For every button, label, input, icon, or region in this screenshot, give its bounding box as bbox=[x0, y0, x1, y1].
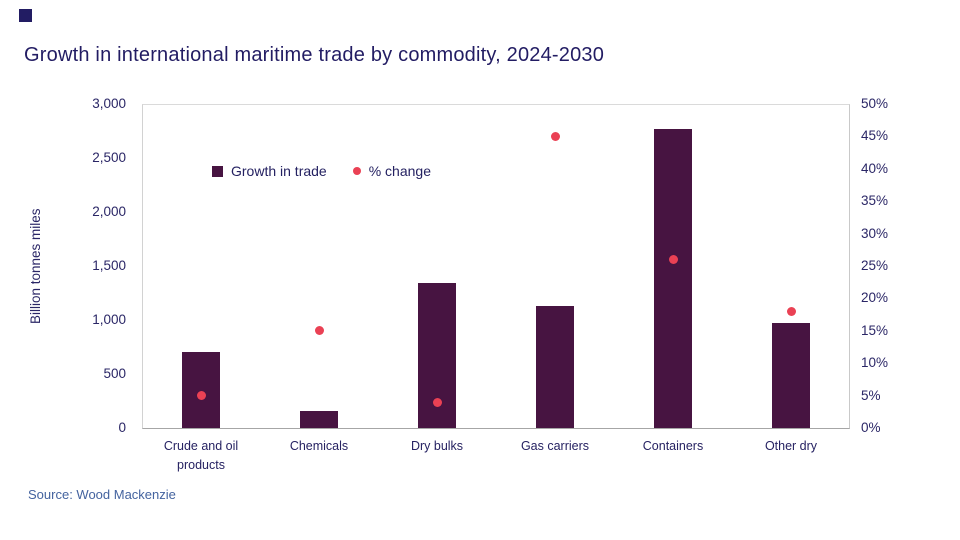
left-axis-tick-label: 500 bbox=[103, 366, 126, 381]
brand-mark-square bbox=[19, 9, 32, 22]
dot-pct-change bbox=[668, 255, 678, 265]
dot-pct-change bbox=[432, 397, 442, 407]
x-axis-category-label: Crude and oil products bbox=[163, 439, 239, 472]
bar-growth-in-trade bbox=[300, 410, 338, 428]
source-note: Source: Wood Mackenzie bbox=[28, 487, 176, 502]
dot-pct-change bbox=[314, 326, 324, 336]
x-axis-category-label: Chemicals bbox=[289, 439, 349, 453]
right-axis-tick-label: 15% bbox=[861, 322, 889, 338]
x-axis-category-label: Containers bbox=[642, 439, 704, 453]
left-axis-tick-label: 0 bbox=[118, 420, 126, 435]
plot-area bbox=[142, 104, 850, 429]
x-axis-category-label: Other dry bbox=[764, 439, 818, 453]
legend-label-growth-in-trade: Growth in trade bbox=[231, 163, 327, 179]
bar-growth-in-trade bbox=[536, 305, 574, 428]
bar-growth-in-trade bbox=[654, 128, 692, 428]
bar-growth-in-trade bbox=[182, 352, 220, 428]
left-axis-title: Billion tonnes miles bbox=[28, 208, 43, 324]
legend-label-pct-change: % change bbox=[368, 163, 431, 179]
left-axis-tick-label: 1,500 bbox=[92, 258, 126, 273]
dot-pct-change bbox=[196, 391, 206, 401]
legend-item-pct-change: % change bbox=[352, 163, 431, 179]
right-axis-tick-label: 30% bbox=[861, 225, 889, 241]
right-axis-tick-label: 20% bbox=[861, 290, 889, 306]
right-axis-tick-label: 25% bbox=[861, 258, 889, 273]
x-axis-category-label: Gas carriers bbox=[520, 439, 590, 453]
dot-pct-change bbox=[786, 306, 796, 316]
dot-pct-change bbox=[550, 131, 560, 141]
right-axis-tick-label: 40% bbox=[861, 160, 889, 176]
legend-item-growth-in-trade: Growth in trade bbox=[212, 163, 327, 179]
chart-legend: Growth in trade % change bbox=[212, 163, 431, 179]
right-axis-tick-label: 50% bbox=[861, 96, 889, 111]
bar-swatch-icon bbox=[212, 165, 223, 177]
right-axis-tick-label: 0% bbox=[861, 420, 881, 435]
right-axis-tick-label: 45% bbox=[861, 128, 889, 144]
right-axis-tick-label: 5% bbox=[861, 387, 881, 403]
left-axis-tick-label: 2,500 bbox=[92, 150, 126, 165]
right-axis-tick-label: 35% bbox=[861, 193, 889, 209]
left-axis-tick-label: 2,000 bbox=[92, 204, 126, 219]
left-axis-tick-label: 3,000 bbox=[92, 96, 126, 111]
bar-growth-in-trade bbox=[772, 323, 810, 428]
x-axis-category-label: Dry bulks bbox=[410, 439, 464, 453]
chart-title: Growth in international maritime trade b… bbox=[24, 44, 605, 66]
left-axis-tick-label: 1,000 bbox=[92, 312, 126, 327]
dot-swatch-icon bbox=[352, 167, 361, 175]
right-axis-tick-label: 10% bbox=[861, 355, 889, 371]
